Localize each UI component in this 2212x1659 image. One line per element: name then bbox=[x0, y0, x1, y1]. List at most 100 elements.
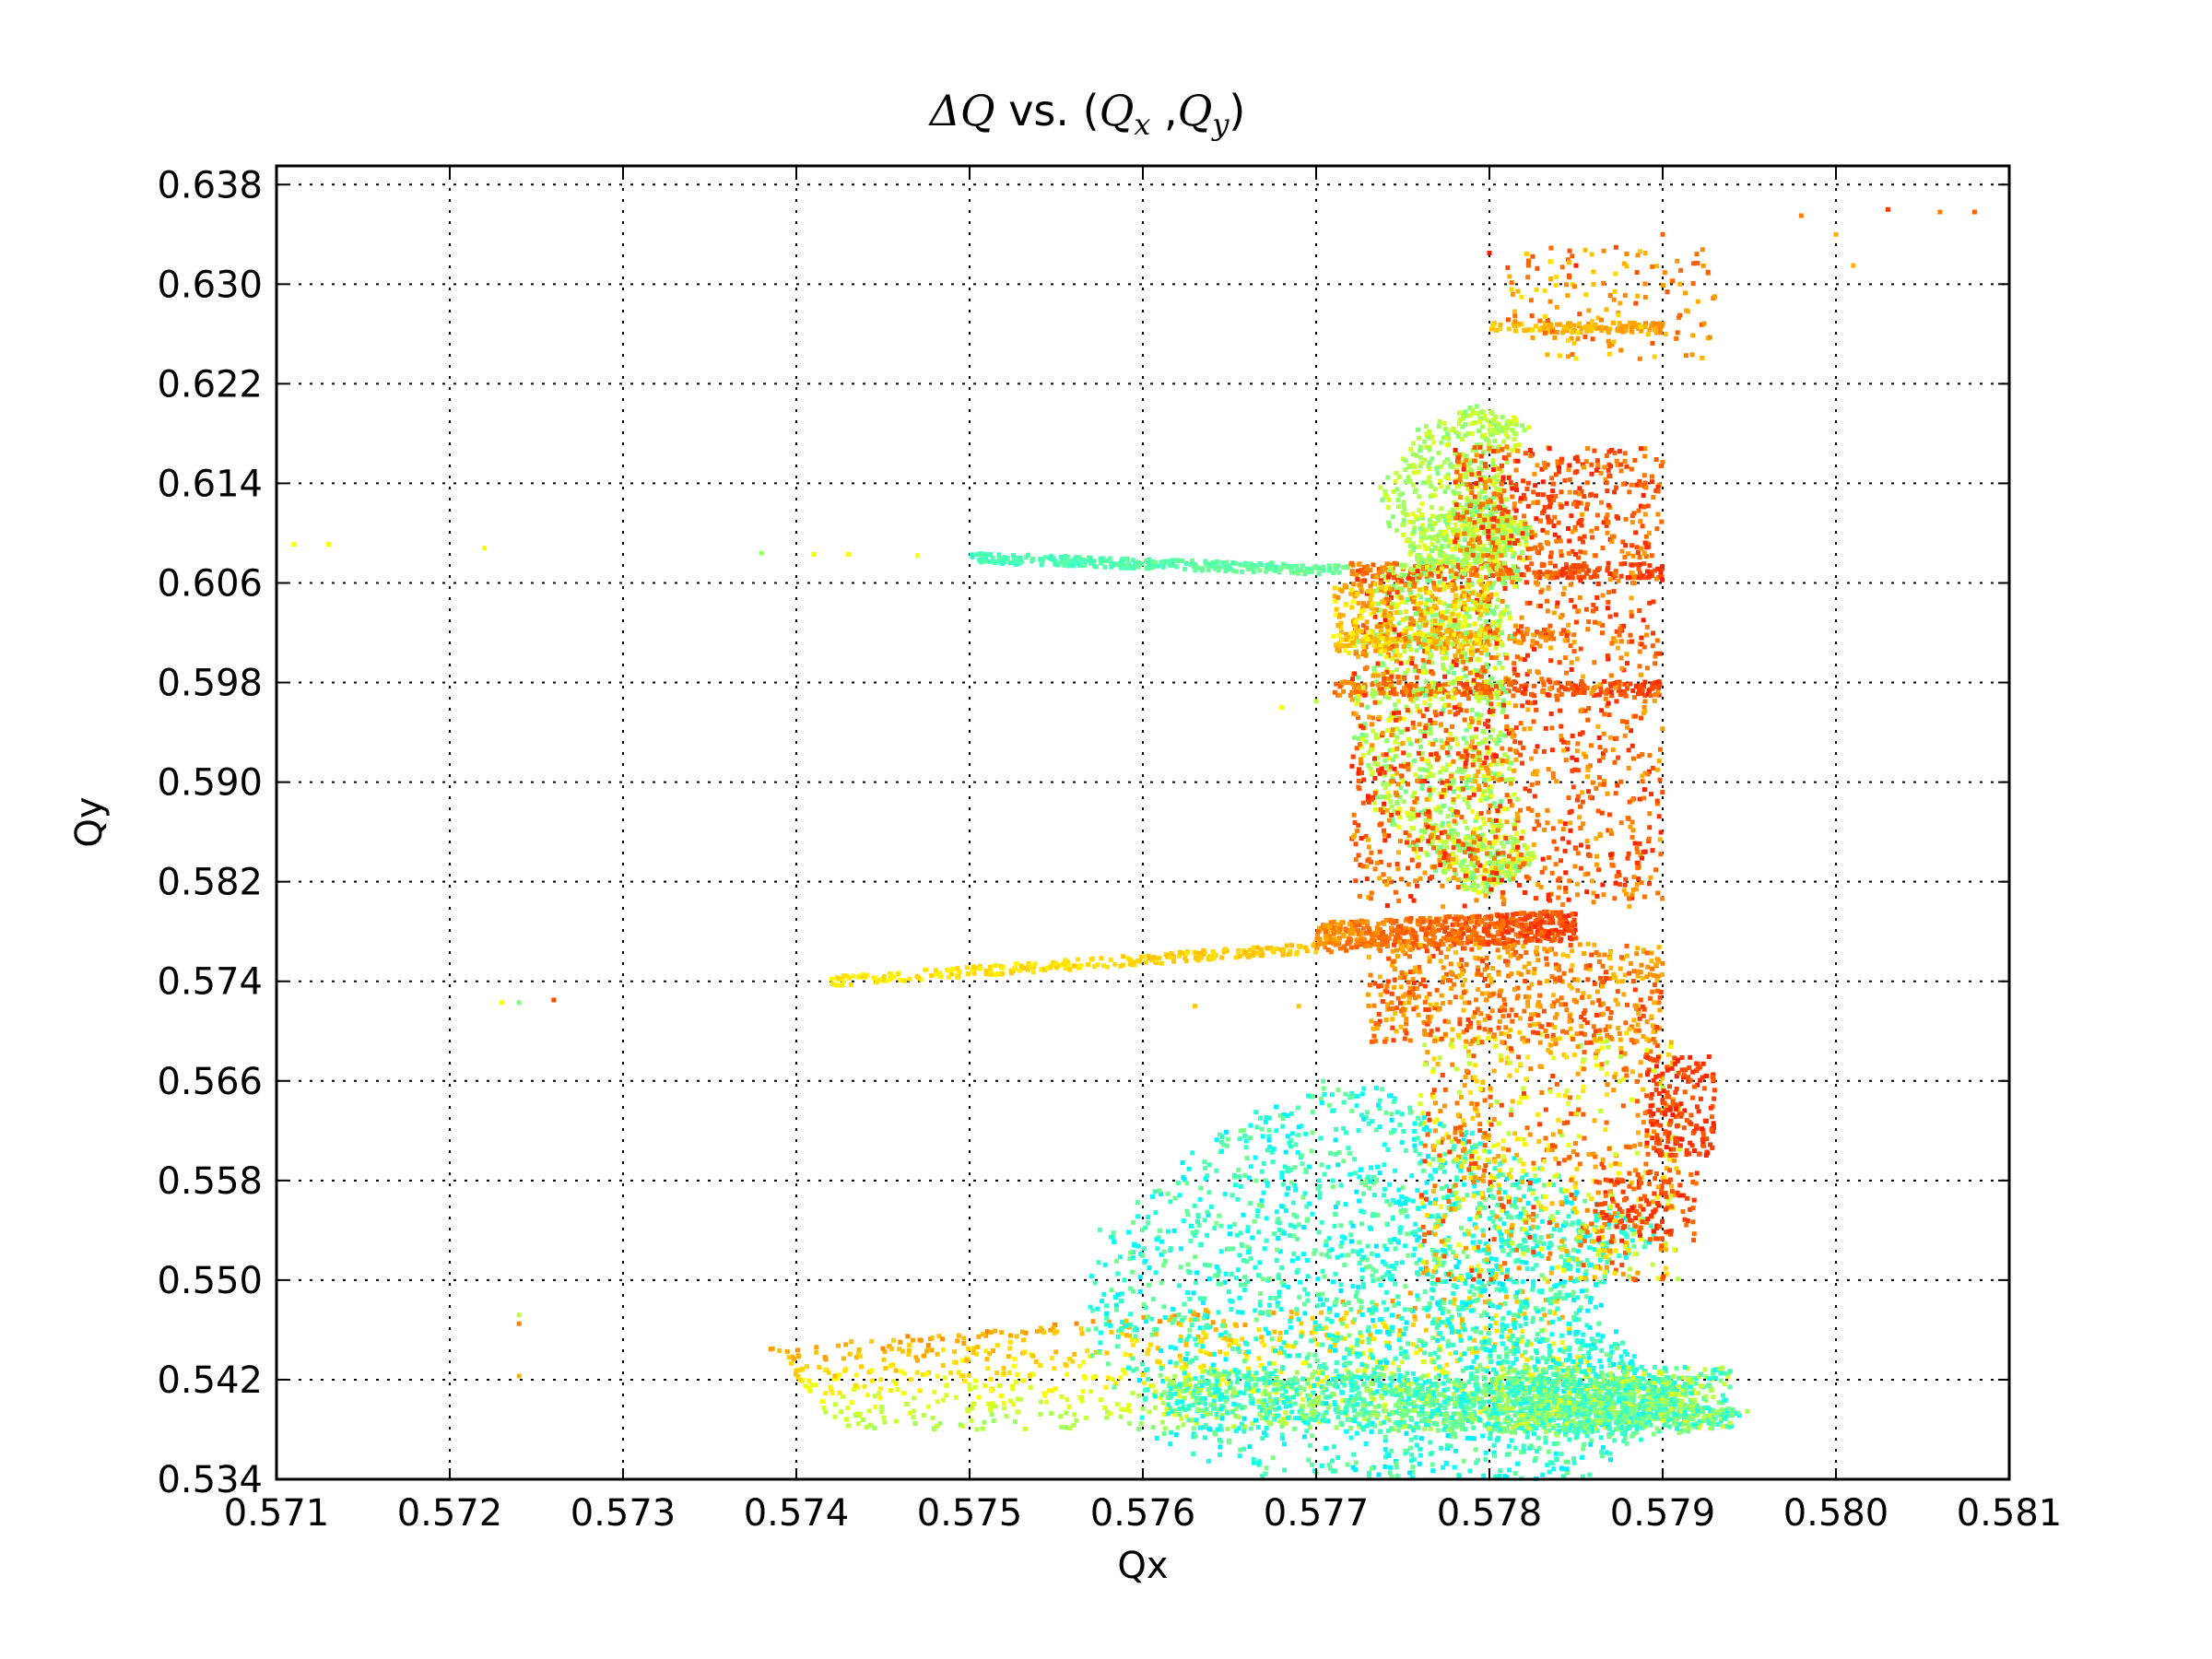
scatter-point bbox=[1132, 962, 1137, 968]
scatter-point bbox=[1558, 938, 1563, 944]
scatter-point bbox=[1473, 1346, 1478, 1351]
scatter-point bbox=[1244, 1156, 1250, 1161]
scatter-point bbox=[1444, 924, 1450, 930]
scatter-point bbox=[1365, 924, 1371, 929]
scatter-point bbox=[1312, 1352, 1318, 1358]
scatter-point bbox=[1277, 570, 1282, 575]
scatter-point bbox=[944, 1382, 949, 1388]
scatter-point bbox=[1511, 939, 1516, 945]
scatter-point bbox=[1389, 1328, 1394, 1334]
scatter-point bbox=[1469, 1365, 1475, 1371]
scatter-point bbox=[1537, 924, 1543, 929]
scatter-point bbox=[987, 971, 993, 976]
scatter-point bbox=[1269, 566, 1275, 571]
scatter-point bbox=[1090, 1308, 1096, 1313]
scatter-point bbox=[1095, 962, 1100, 968]
scatter-point bbox=[1583, 564, 1589, 570]
scatter-point bbox=[1294, 1214, 1300, 1219]
scatter-point bbox=[1301, 1434, 1307, 1440]
scatter-point bbox=[1415, 918, 1420, 924]
scatter-point bbox=[1442, 919, 1448, 924]
scatter-point bbox=[1511, 571, 1515, 576]
scatter-point bbox=[1405, 1231, 1410, 1237]
scatter-point bbox=[1526, 1187, 1532, 1193]
scatter-point bbox=[1587, 1472, 1593, 1477]
scatter-point bbox=[1277, 1289, 1282, 1295]
scatter-point bbox=[1430, 919, 1436, 924]
scatter-point bbox=[1528, 921, 1534, 926]
scatter-point bbox=[1269, 1149, 1275, 1155]
scatter-point bbox=[837, 976, 842, 982]
scatter-point bbox=[1006, 1354, 1011, 1359]
scatter-point bbox=[1511, 1247, 1516, 1253]
scatter-point bbox=[988, 1377, 994, 1382]
scatter-point bbox=[1181, 1422, 1186, 1428]
scatter-point bbox=[1563, 687, 1569, 692]
scatter-point bbox=[1152, 955, 1158, 960]
scatter-point bbox=[860, 1417, 865, 1422]
scatter-point bbox=[1413, 1317, 1418, 1322]
scatter-point bbox=[1441, 935, 1446, 941]
scatter-point bbox=[1245, 564, 1251, 570]
scatter-point bbox=[1138, 1421, 1144, 1426]
scatter-point bbox=[1315, 1186, 1321, 1192]
scatter-point bbox=[1289, 570, 1294, 575]
scatter-point bbox=[1459, 914, 1465, 920]
scatter-point bbox=[1371, 1193, 1377, 1197]
scatter-point bbox=[1206, 1324, 1212, 1330]
scatter-point bbox=[1394, 931, 1400, 936]
scatter-point bbox=[1601, 1279, 1606, 1285]
scatter-point bbox=[1582, 1229, 1587, 1234]
scatter-point bbox=[906, 1347, 912, 1353]
scatter-point bbox=[1441, 1169, 1447, 1174]
scatter-point bbox=[1541, 1406, 1547, 1410]
scatter-point bbox=[1533, 924, 1538, 930]
scatter-point bbox=[1492, 1166, 1498, 1171]
scatter-point bbox=[1137, 1275, 1143, 1280]
scatter-point bbox=[1215, 1427, 1220, 1432]
scatter-point bbox=[1611, 320, 1617, 325]
scatter-point bbox=[1227, 1333, 1232, 1338]
scatter-point bbox=[971, 1401, 976, 1406]
scatter-point bbox=[1470, 1240, 1476, 1245]
scatter-point bbox=[988, 964, 993, 970]
scatter-point bbox=[1392, 1265, 1397, 1271]
scatter-point bbox=[1088, 1274, 1094, 1278]
scatter-point bbox=[878, 1377, 884, 1382]
scatter-point bbox=[1519, 1300, 1524, 1305]
scatter-point bbox=[1238, 1183, 1243, 1189]
scatter-point bbox=[1219, 1416, 1225, 1421]
scatter-point bbox=[932, 1389, 937, 1394]
scatter-point bbox=[1559, 1314, 1565, 1320]
scatter-point bbox=[1063, 554, 1068, 559]
scatter-point bbox=[1371, 1174, 1377, 1180]
scatter-point bbox=[1486, 1406, 1491, 1412]
scatter-point bbox=[1430, 1468, 1436, 1474]
scatter-point bbox=[1423, 1190, 1429, 1195]
scatter-point bbox=[1584, 1233, 1590, 1239]
scatter-point bbox=[1450, 1326, 1455, 1332]
scatter-point bbox=[1359, 1248, 1364, 1253]
scatter-point bbox=[1447, 1245, 1453, 1251]
scatter-point bbox=[1382, 1402, 1388, 1407]
scatter-point bbox=[1118, 1375, 1124, 1381]
scatter-point bbox=[1574, 1403, 1580, 1407]
scatter-point bbox=[1430, 1335, 1436, 1341]
scatter-point bbox=[1133, 1334, 1138, 1339]
scatter-point bbox=[1360, 925, 1366, 931]
scatter-point bbox=[1223, 1129, 1229, 1135]
scatter-point bbox=[1562, 1258, 1568, 1264]
scatter-point bbox=[1605, 1259, 1610, 1265]
scatter-point bbox=[1153, 1389, 1159, 1394]
scatter-point bbox=[1421, 1204, 1427, 1209]
scatter-point bbox=[1367, 1185, 1372, 1191]
scatter-point bbox=[891, 975, 897, 980]
scatter-point bbox=[1304, 1355, 1310, 1360]
scatter-point bbox=[1216, 1310, 1221, 1315]
scatter-point bbox=[1587, 324, 1593, 329]
scatter-point bbox=[1416, 1395, 1421, 1401]
scatter-point bbox=[1453, 1434, 1458, 1440]
scatter-point bbox=[960, 1358, 966, 1363]
scatter-point bbox=[1393, 1168, 1397, 1173]
scatter-point bbox=[1524, 564, 1530, 570]
